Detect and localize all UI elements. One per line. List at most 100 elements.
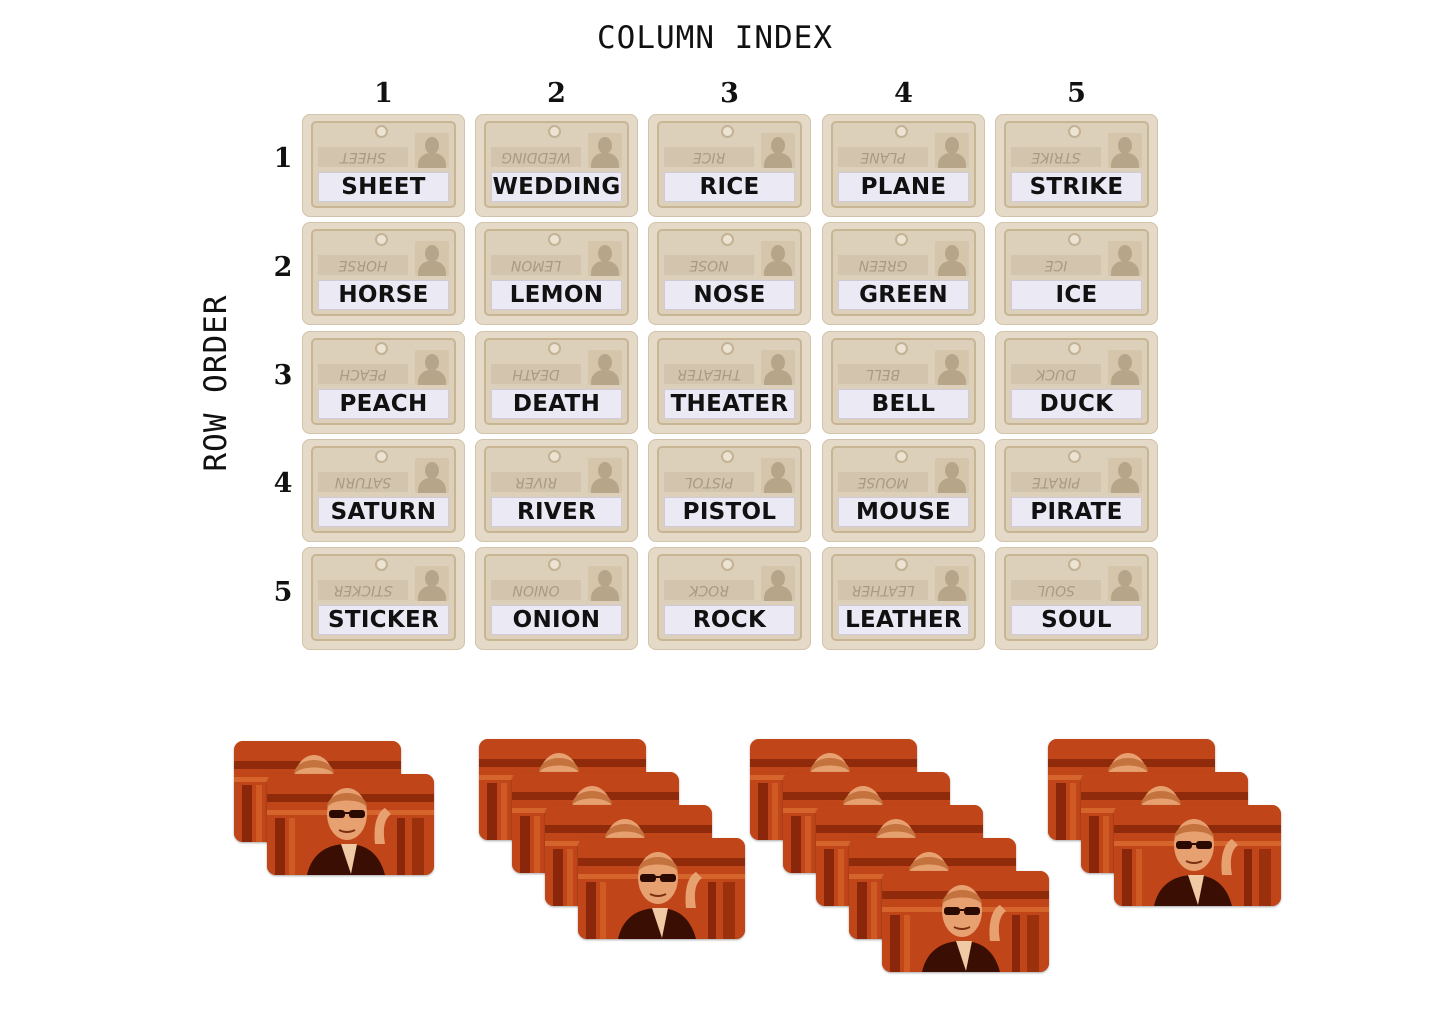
card-word: STRIKE	[1011, 172, 1142, 202]
card-word-mirrored: PIRATE	[1011, 472, 1101, 492]
silhouette-icon	[588, 566, 622, 601]
card-hole-icon	[895, 125, 908, 138]
word-card[interactable]: THEATER THEATER	[648, 331, 811, 434]
card-word: ICE	[1011, 280, 1142, 310]
card-word: PEACH	[318, 389, 449, 419]
silhouette-icon	[761, 133, 795, 168]
word-card[interactable]: BELL BELL	[822, 331, 985, 434]
word-card-grid: SHEET SHEET WEDDING WEDDING RICE RICE PLANE PLA…	[302, 114, 1160, 650]
card-hole-icon	[375, 233, 388, 246]
card-word: THEATER	[664, 389, 795, 419]
card-word-mirrored: STRIKE	[1011, 147, 1101, 167]
word-card[interactable]: PIRATE PIRATE	[995, 439, 1158, 542]
agent-portrait-icon	[267, 774, 434, 875]
silhouette-icon	[761, 458, 795, 493]
silhouette-icon	[935, 133, 969, 168]
card-word-mirrored: ONION	[491, 580, 581, 600]
card-word-mirrored: PLANE	[838, 147, 928, 167]
card-hole-icon	[375, 558, 388, 571]
card-word-mirrored: LEATHER	[838, 580, 928, 600]
silhouette-icon	[415, 458, 449, 493]
word-card[interactable]: GREEN GREEN	[822, 222, 985, 325]
word-card[interactable]: LEATHER LEATHER	[822, 547, 985, 650]
word-card[interactable]: ONION ONION	[475, 547, 638, 650]
card-hole-icon	[895, 450, 908, 463]
silhouette-icon	[1108, 133, 1142, 168]
word-card[interactable]: PISTOL PISTOL	[648, 439, 811, 542]
card-word: BELL	[838, 389, 969, 419]
card-word-mirrored: SHEET	[318, 147, 408, 167]
word-card[interactable]: WEDDING WEDDING	[475, 114, 638, 217]
card-word-mirrored: GREEN	[838, 255, 928, 275]
word-card[interactable]: RIVER RIVER	[475, 439, 638, 542]
silhouette-icon	[935, 241, 969, 276]
row-number: 4	[273, 468, 293, 499]
word-card[interactable]: ICE ICE	[995, 222, 1158, 325]
silhouette-icon	[588, 133, 622, 168]
card-word-mirrored: BELL	[838, 364, 928, 384]
word-card[interactable]: LEMON LEMON	[475, 222, 638, 325]
card-word: GREEN	[838, 280, 969, 310]
card-hole-icon	[548, 233, 561, 246]
card-word-mirrored: PISTOL	[664, 472, 754, 492]
word-card[interactable]: SATURN SATURN	[302, 439, 465, 542]
card-word: SATURN	[318, 497, 449, 527]
word-card[interactable]: STRIKE STRIKE	[995, 114, 1158, 217]
word-card[interactable]: ROCK ROCK	[648, 547, 811, 650]
word-card[interactable]: DUCK DUCK	[995, 331, 1158, 434]
card-word-mirrored: NOSE	[664, 255, 754, 275]
card-hole-icon	[548, 558, 561, 571]
card-word-mirrored: ROCK	[664, 580, 754, 600]
card-hole-icon	[1068, 125, 1081, 138]
card-hole-icon	[721, 233, 734, 246]
card-hole-icon	[895, 233, 908, 246]
card-hole-icon	[721, 342, 734, 355]
word-card[interactable]: SOUL SOUL	[995, 547, 1158, 650]
card-hole-icon	[548, 125, 561, 138]
card-word-mirrored: LEMON	[491, 255, 581, 275]
card-word: LEATHER	[838, 605, 969, 635]
word-card[interactable]: MOUSE MOUSE	[822, 439, 985, 542]
word-card[interactable]: PLANE PLANE	[822, 114, 985, 217]
card-word: PIRATE	[1011, 497, 1142, 527]
card-word: RIVER	[491, 497, 622, 527]
silhouette-icon	[588, 350, 622, 385]
card-hole-icon	[1068, 342, 1081, 355]
word-card[interactable]: HORSE HORSE	[302, 222, 465, 325]
silhouette-icon	[415, 566, 449, 601]
card-word: ONION	[491, 605, 622, 635]
silhouette-icon	[761, 566, 795, 601]
card-word: SOUL	[1011, 605, 1142, 635]
word-card[interactable]: RICE RICE	[648, 114, 811, 217]
card-hole-icon	[721, 125, 734, 138]
row-number: 3	[273, 360, 293, 391]
word-card[interactable]: SHEET SHEET	[302, 114, 465, 217]
card-word: RICE	[664, 172, 795, 202]
word-card[interactable]: DEATH DEATH	[475, 331, 638, 434]
word-card[interactable]: NOSE NOSE	[648, 222, 811, 325]
card-word: HORSE	[318, 280, 449, 310]
card-word-mirrored: RICE	[664, 147, 754, 167]
card-hole-icon	[1068, 450, 1081, 463]
card-word: DEATH	[491, 389, 622, 419]
silhouette-icon	[415, 350, 449, 385]
silhouette-icon	[935, 566, 969, 601]
card-word: DUCK	[1011, 389, 1142, 419]
card-hole-icon	[375, 450, 388, 463]
card-word-mirrored: HORSE	[318, 255, 408, 275]
column-number: 5	[1067, 78, 1086, 109]
agent-portrait-icon	[578, 838, 745, 939]
card-hole-icon	[548, 450, 561, 463]
silhouette-icon	[588, 241, 622, 276]
column-number: 1	[374, 78, 393, 109]
card-word: MOUSE	[838, 497, 969, 527]
silhouette-icon	[1108, 241, 1142, 276]
card-word: WEDDING	[491, 172, 622, 202]
word-card[interactable]: PEACH PEACH	[302, 331, 465, 434]
silhouette-icon	[415, 241, 449, 276]
row-number: 5	[273, 577, 293, 608]
card-word: PLANE	[838, 172, 969, 202]
word-card[interactable]: STICKER STICKER	[302, 547, 465, 650]
card-hole-icon	[375, 125, 388, 138]
silhouette-icon	[761, 350, 795, 385]
